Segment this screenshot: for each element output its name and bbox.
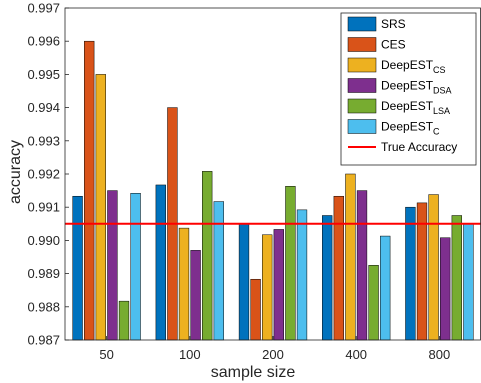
bar-DeepEST_C-800: [463, 223, 474, 341]
x-tick-label: 50: [99, 347, 113, 362]
x-tick-label: 100: [179, 347, 201, 362]
bar-CES-200: [250, 278, 261, 341]
y-tick-label: 0.993: [27, 133, 60, 148]
bar-SRS-400: [322, 215, 333, 341]
bar-DeepEST_LSA-200: [285, 186, 296, 341]
x-tick-label: 200: [262, 347, 284, 362]
y-tick-label: 0.990: [27, 233, 60, 248]
legend-label-DeepEST_LSA: DeepESTLSA: [381, 99, 450, 116]
legend: SRS CES DeepESTCS DeepESTDSA DeepESTLSA DeepE…: [340, 12, 477, 166]
bar-DeepEST_DSA-200: [273, 229, 284, 341]
legend-label-DeepEST_C: DeepESTC: [381, 120, 440, 137]
bar-DeepEST_LSA-800: [451, 215, 462, 341]
y-tick-label: 0.995: [27, 67, 60, 82]
y-tick-label: 0.989: [27, 266, 60, 281]
y-tick-label: 0.987: [27, 333, 60, 348]
legend-label-DeepEST_DSA: DeepESTDSA: [381, 79, 452, 96]
bar-DeepEST_DSA-400: [356, 190, 368, 341]
bar-DeepEST_C-400: [380, 235, 391, 341]
y-tick-label: 0.991: [27, 200, 60, 215]
legend-label-CES: CES: [381, 38, 406, 52]
y-tick-label: 0.994: [27, 100, 60, 115]
legend-swatch-DeepEST_C: [347, 119, 377, 134]
bar-DeepEST_LSA-400: [368, 265, 379, 341]
y-tick-label: 0.988: [27, 299, 60, 314]
legend-swatch-SRS: [347, 16, 377, 32]
bar-DeepEST_C-50: [130, 193, 141, 341]
bar-DeepEST_DSA-100: [190, 250, 201, 341]
legend-swatch-DeepEST_LSA: [347, 98, 377, 114]
axes-layer: 0.987 0.988 0.989 0.990 0.991 0.992 0.993 0.994…: [27, 1, 481, 362]
legend-swatch-CES: [347, 37, 377, 52]
x-axis-title: sample size: [211, 364, 296, 381]
bar-DeepEST_DSA-50: [107, 190, 118, 341]
legend-label-true-accuracy: True Accuracy: [381, 140, 457, 154]
bar-CES-400: [333, 195, 344, 341]
bar-DeepEST_CS-800: [428, 194, 439, 341]
legend-label-DeepEST_CS: DeepESTCS: [381, 58, 446, 75]
bar-SRS-800: [405, 206, 416, 341]
legend-swatch-DeepEST_CS: [347, 57, 377, 73]
y-tick-label: 0.997: [27, 1, 60, 16]
bar-CES-50: [84, 40, 95, 341]
legend-label-SRS: SRS: [381, 17, 406, 31]
bar-DeepEST_CS-50: [95, 74, 106, 341]
bar-DeepEST_LSA-100: [202, 171, 213, 341]
bar-DeepEST_C-200: [296, 209, 308, 341]
bar-DeepEST_DSA-800: [440, 237, 451, 341]
x-tick-label: 800: [429, 347, 451, 362]
bar-DeepEST_CS-400: [345, 173, 356, 341]
bar-DeepEST_C-100: [213, 201, 224, 341]
bar-SRS-50: [72, 195, 83, 341]
bar-SRS-100: [155, 184, 166, 341]
x-tick-label: 400: [345, 347, 367, 362]
y-tick-label: 0.996: [27, 34, 60, 49]
bar-DeepEST_LSA-50: [118, 300, 130, 341]
y-axis-title: accuracy: [7, 140, 24, 204]
bar-DeepEST_CS-200: [262, 234, 273, 341]
bar-SRS-200: [238, 223, 250, 341]
legend-swatch-DeepEST_DSA: [347, 78, 377, 93]
bar-DeepEST_CS-100: [178, 227, 190, 341]
y-tick-label: 0.992: [27, 167, 60, 182]
